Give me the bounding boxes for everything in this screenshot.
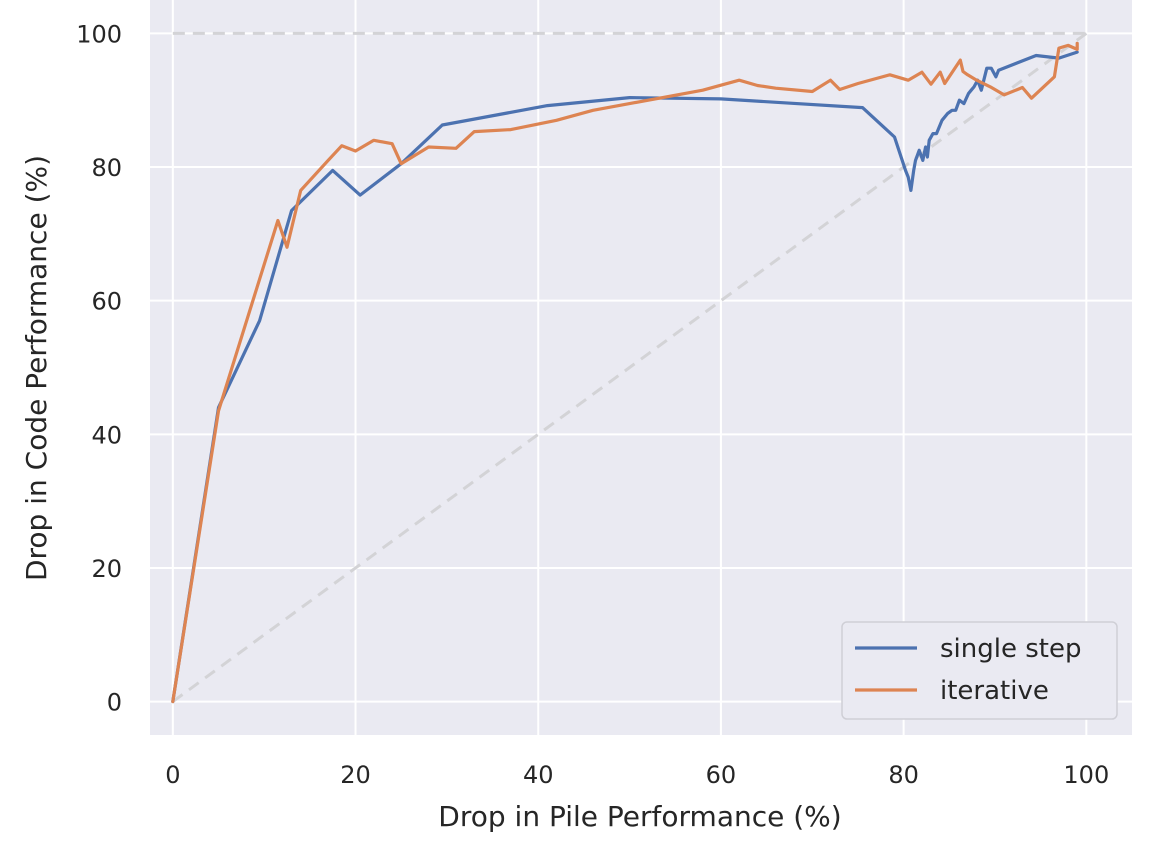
y-tick-label: 60 (91, 288, 122, 316)
reference-line-diagonal (171, 32, 1088, 703)
series-line-iterative (171, 41, 1079, 704)
legend-label-single-step: single step (940, 634, 1081, 664)
x-tick-label: 80 (888, 761, 919, 789)
plot-area (150, 0, 1132, 735)
y-tick-label: 80 (91, 154, 122, 182)
x-tick-label: 100 (1063, 761, 1109, 789)
y-tick-labels: 0 20 40 60 80 100 (76, 20, 122, 716)
y-tick-label: 0 (107, 689, 122, 717)
legend-box (841, 621, 1118, 720)
series-lines (171, 41, 1079, 704)
y-tick-label: 40 (91, 421, 122, 449)
y-tick-label: 100 (76, 20, 122, 48)
x-tick-labels: 0 20 40 60 80 100 (165, 761, 1109, 789)
x-axis-label: Drop in Pile Performance (%) (438, 800, 841, 833)
y-axis-label: Drop in Code Performance (%) (20, 155, 53, 581)
x-tick-label: 0 (165, 761, 180, 789)
legend: single step iterative (841, 621, 1118, 720)
legend-label-iterative: iterative (940, 676, 1049, 706)
x-tick-label: 40 (523, 761, 554, 789)
y-tick-label: 20 (91, 555, 122, 583)
series-line-single-step (171, 50, 1079, 704)
x-tick-label: 60 (706, 761, 737, 789)
reference-lines (171, 31, 1088, 703)
x-tick-label: 20 (340, 761, 371, 789)
